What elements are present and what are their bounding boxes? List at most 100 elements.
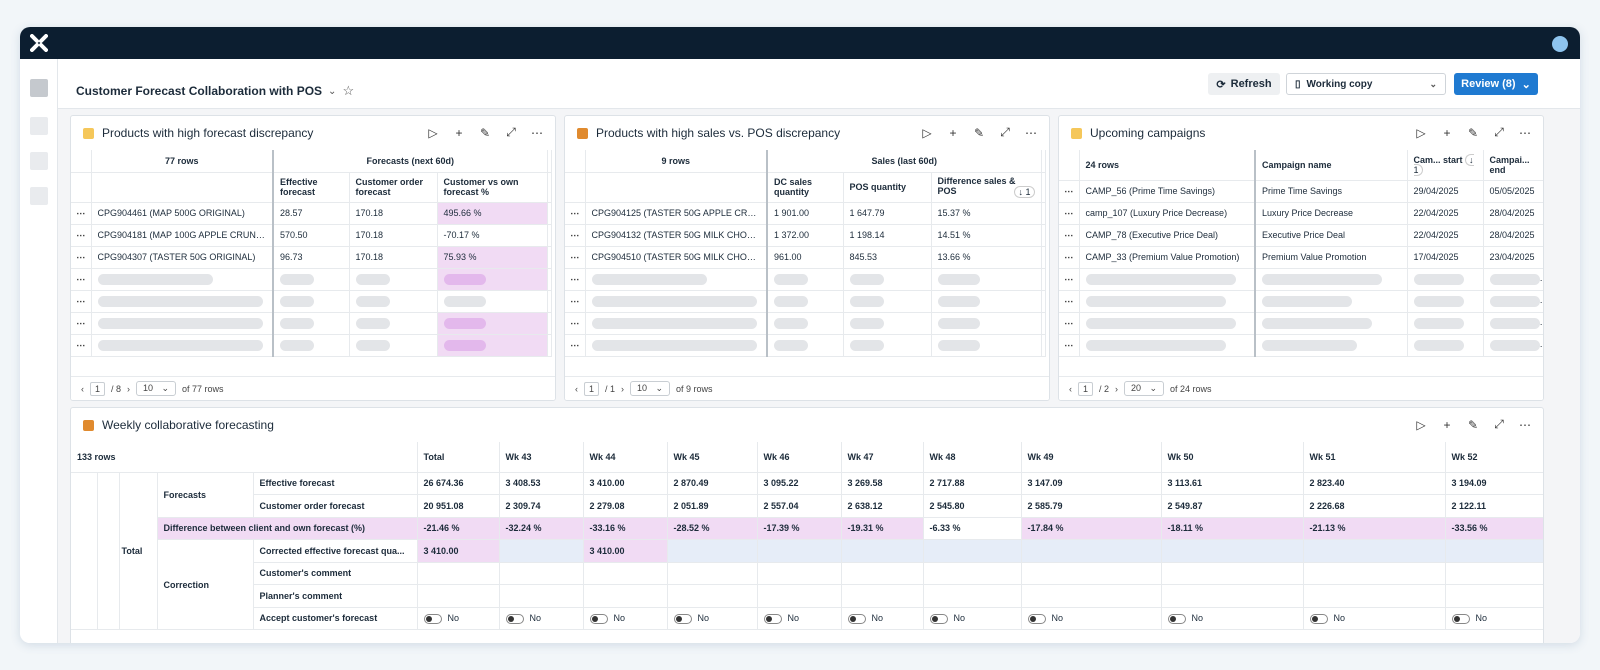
row-menu-icon[interactable]: ⋯: [1059, 180, 1080, 203]
row-menu-icon[interactable]: ⋯: [1059, 290, 1080, 313]
row-menu-icon[interactable]: ⋯: [565, 224, 586, 247]
editable-cell[interactable]: [1021, 539, 1162, 563]
toggle-switch[interactable]: [673, 613, 692, 624]
plus-icon[interactable]: +: [949, 125, 957, 140]
row-menu-icon[interactable]: ⋯: [1059, 224, 1080, 247]
toggle-switch[interactable]: [1027, 613, 1046, 624]
more-icon[interactable]: ⋯: [531, 125, 543, 140]
col-header[interactable]: Wk 52: [1445, 442, 1543, 473]
toggle-switch[interactable]: [847, 613, 866, 624]
col-header[interactable]: Wk 45: [667, 442, 758, 473]
review-button[interactable]: Review (8) ⌄: [1454, 73, 1538, 95]
table-row[interactable]: ⋯ camp_107 (Luxury Price Decrease) Luxury …: [1059, 202, 1543, 225]
campaign-cell[interactable]: camp_107 (Luxury Price Decrease): [1079, 202, 1256, 225]
comment-cell[interactable]: [499, 562, 584, 585]
editable-cell[interactable]: [1161, 539, 1304, 563]
row-menu-icon[interactable]: ⋯: [565, 290, 586, 313]
editable-cell[interactable]: [1303, 539, 1446, 563]
comment-cell[interactable]: [499, 584, 584, 608]
comment-cell[interactable]: [417, 584, 500, 608]
col-header[interactable]: Wk 49: [1021, 442, 1162, 473]
row-menu-icon[interactable]: ⋯: [565, 312, 586, 335]
expand-icon[interactable]: ⤢: [1494, 417, 1504, 431]
row-menu-icon[interactable]: ⋯: [71, 202, 92, 225]
col-header[interactable]: Total: [417, 442, 500, 473]
toggle-switch[interactable]: [929, 613, 948, 624]
accept-toggle[interactable]: No: [499, 607, 584, 630]
campaign-cell[interactable]: CAMP_78 (Executive Price Deal): [1079, 224, 1256, 247]
page-input[interactable]: 1: [1078, 381, 1094, 396]
col-header[interactable]: DC sales quantity: [767, 172, 844, 203]
editable-cell[interactable]: 3 410.00: [417, 539, 500, 563]
col-header[interactable]: Campai... end: [1483, 150, 1543, 181]
col-header[interactable]: Wk 43: [499, 442, 584, 473]
editable-cell[interactable]: [667, 539, 758, 563]
accept-toggle[interactable]: No: [841, 607, 924, 630]
row-menu-icon[interactable]: ⋯: [71, 268, 92, 291]
toggle-switch[interactable]: [505, 613, 524, 624]
table-row[interactable]: ⋯ CAMP_56 (Prime Time Savings) Prime Time …: [1059, 180, 1543, 203]
table-row[interactable]: ⋯ CPG904461 (MAP 500G ORIGINAL) 28.57 170.1…: [71, 202, 552, 225]
row-menu-icon[interactable]: ⋯: [565, 202, 586, 225]
product-cell[interactable]: CPG904132 (TASTER 50G MILK CHOCOLATE): [585, 224, 768, 247]
col-header[interactable]: Effective forecast: [273, 172, 350, 203]
more-icon[interactable]: ⋯: [1519, 417, 1531, 432]
col-header[interactable]: Campaign name: [1255, 150, 1408, 181]
edit-icon[interactable]: ✎: [1467, 417, 1479, 432]
play-icon[interactable]: ▷: [1416, 125, 1426, 140]
comment-cell[interactable]: [583, 584, 668, 608]
prev-page-icon[interactable]: ‹: [1069, 383, 1072, 394]
comment-cell[interactable]: [1303, 562, 1446, 585]
next-page-icon[interactable]: ›: [127, 383, 131, 394]
comment-cell[interactable]: [841, 584, 924, 608]
plus-icon[interactable]: +: [1443, 125, 1451, 140]
edit-icon[interactable]: ✎: [479, 125, 491, 140]
table-row[interactable]: ⋯ CPG904510 (TASTER 50G MILK CHOCOLATE) 96…: [565, 246, 1046, 269]
edit-icon[interactable]: ✎: [973, 125, 985, 140]
play-icon[interactable]: ▷: [922, 125, 932, 140]
campaign-cell[interactable]: CAMP_33 (Premium Value Promotion): [1079, 246, 1256, 269]
accept-toggle[interactable]: No: [757, 607, 842, 630]
more-icon[interactable]: ⋯: [1025, 125, 1037, 140]
chevron-down-icon[interactable]: ⌄: [328, 85, 337, 97]
row-menu-icon[interactable]: ⋯: [565, 334, 586, 357]
toggle-switch[interactable]: [1167, 613, 1186, 624]
play-icon[interactable]: ▷: [428, 125, 438, 140]
col-header[interactable]: Customer order forecast: [349, 172, 438, 203]
col-header[interactable]: Wk 50: [1161, 442, 1304, 473]
plus-icon[interactable]: +: [455, 125, 463, 140]
prev-page-icon[interactable]: ‹: [81, 383, 84, 394]
accept-toggle[interactable]: No: [1021, 607, 1162, 630]
editable-cell[interactable]: [499, 539, 584, 563]
table-row[interactable]: ⋯ CPG904307 (TASTER 50G ORIGINAL) 96.73 170…: [71, 246, 552, 269]
comment-cell[interactable]: [1445, 562, 1543, 585]
toggle-switch[interactable]: [763, 613, 782, 624]
row-menu-icon[interactable]: ⋯: [1059, 334, 1080, 357]
accept-toggle[interactable]: No: [923, 607, 1022, 630]
row-menu-icon[interactable]: ⋯: [1059, 312, 1080, 335]
user-avatar[interactable]: [1552, 36, 1568, 52]
comment-cell[interactable]: [1021, 562, 1162, 585]
editable-cell[interactable]: [1445, 539, 1543, 563]
product-cell[interactable]: CPG904510 (TASTER 50G MILK CHOCOLATE): [585, 246, 768, 269]
prev-page-icon[interactable]: ‹: [575, 383, 578, 394]
accept-toggle[interactable]: No: [1161, 607, 1304, 630]
row-menu-icon[interactable]: ⋯: [565, 268, 586, 291]
product-cell[interactable]: CPG904307 (TASTER 50G ORIGINAL): [91, 246, 274, 269]
page-size-select[interactable]: 10 ⌄: [136, 381, 177, 396]
editable-cell[interactable]: [841, 539, 924, 563]
toggle-switch[interactable]: [589, 613, 608, 624]
comment-cell[interactable]: [583, 562, 668, 585]
col-header[interactable]: Customer vs own forecast %: [437, 172, 548, 203]
page-size-select[interactable]: 10 ⌄: [630, 381, 671, 396]
more-icon[interactable]: ⋯: [1519, 125, 1531, 140]
editable-cell[interactable]: [757, 539, 842, 563]
accept-toggle[interactable]: No: [1445, 607, 1543, 630]
table-row[interactable]: ⋯ CAMP_78 (Executive Price Deal) Executive…: [1059, 224, 1543, 247]
col-header[interactable]: Wk 44: [583, 442, 668, 473]
col-header[interactable]: Wk 46: [757, 442, 842, 473]
comment-cell[interactable]: [667, 562, 758, 585]
page-input[interactable]: 1: [584, 381, 600, 396]
page-title[interactable]: Customer Forecast Collaboration with POS…: [76, 83, 354, 99]
expand-icon[interactable]: ⤢: [1494, 125, 1504, 139]
